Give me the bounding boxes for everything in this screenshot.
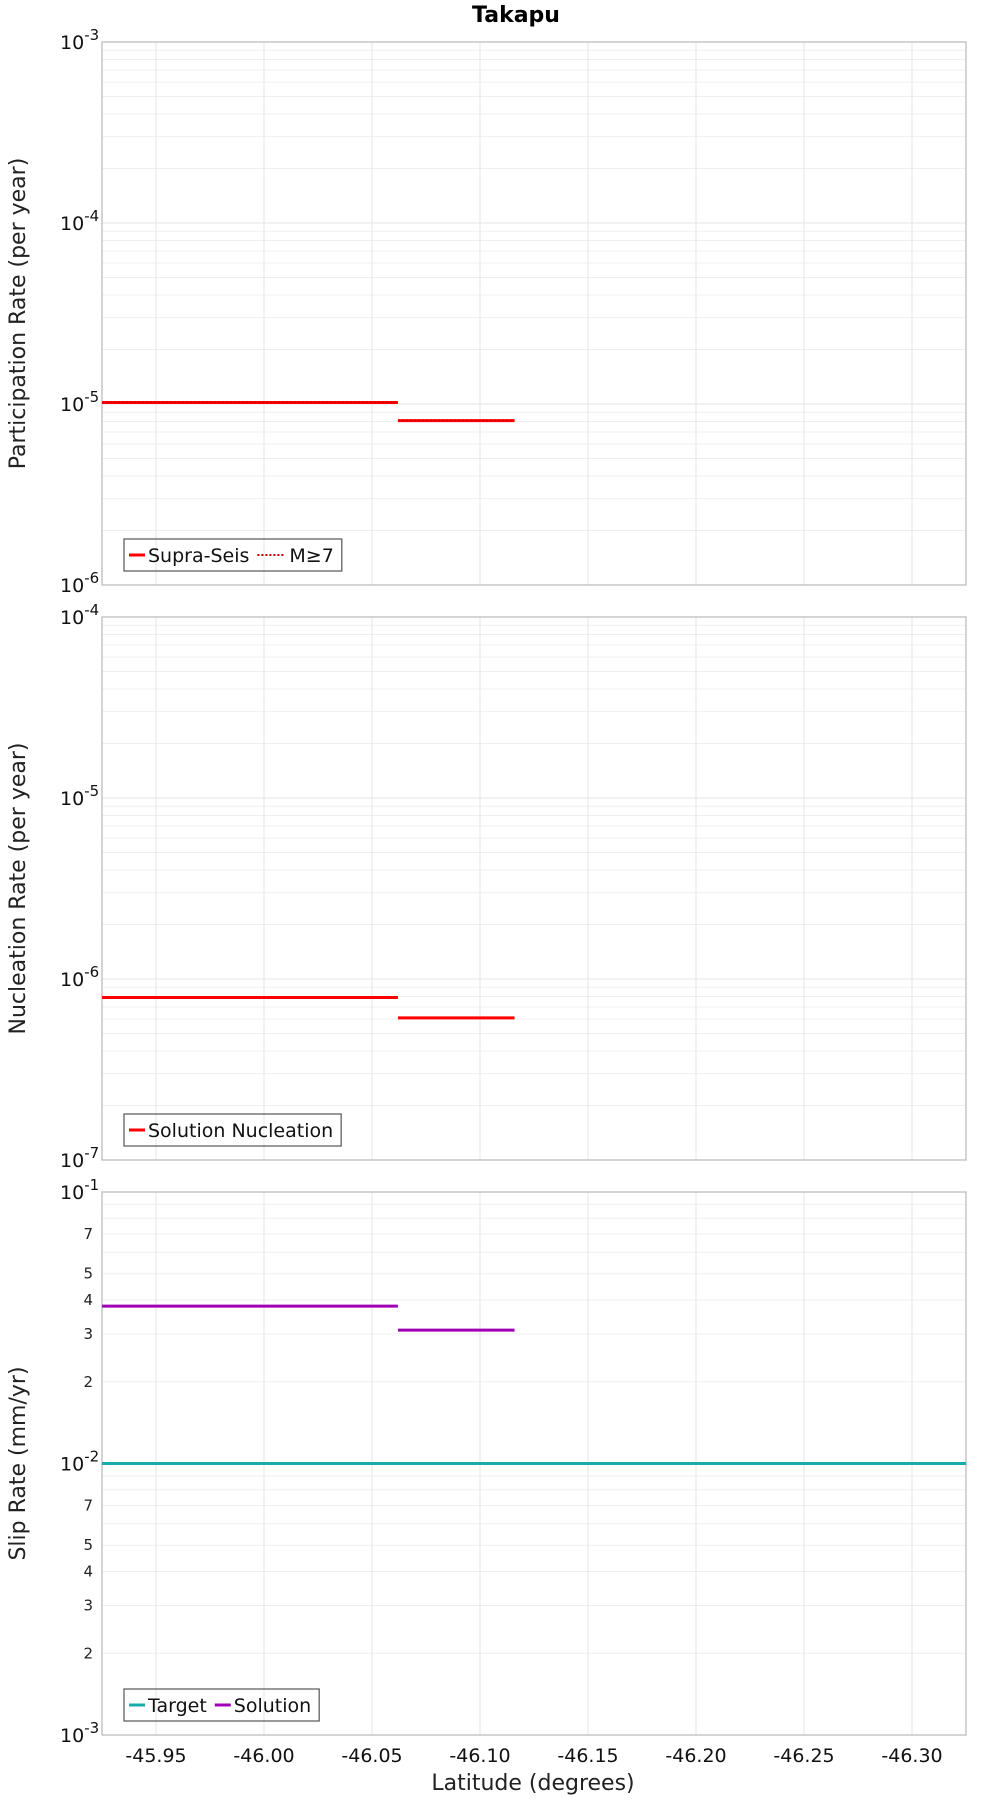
y-axis-title: Slip Rate (mm/yr) bbox=[6, 1366, 31, 1560]
legend-label: Solution Nucleation bbox=[148, 1120, 333, 1142]
y-axis-title: Nucleation Rate (per year) bbox=[6, 743, 31, 1035]
y-tick-label: 10-3 bbox=[60, 1719, 99, 1747]
y-tick-label: 10-5 bbox=[60, 388, 99, 416]
x-tick-label: -45.95 bbox=[125, 1745, 186, 1767]
legend-label: Solution bbox=[234, 1695, 311, 1717]
y-tick-label: 10-6 bbox=[60, 569, 99, 597]
chart-panels: 10-3 10-4 10-5 10-6 Participation Rate (per … bbox=[6, 26, 967, 1767]
y-minor-tick-label: 5 bbox=[83, 1536, 93, 1554]
x-tick-label: -46.10 bbox=[449, 1745, 510, 1767]
y-tick-label: 10-5 bbox=[60, 782, 99, 810]
y-minor-tick-label: 4 bbox=[83, 1291, 93, 1309]
legend-label: M≥7 bbox=[289, 545, 333, 567]
y-tick-label: 10-2 bbox=[60, 1448, 99, 1476]
panel-3: 10-1 10-2 10-3 7 5 4 3 2 7 5 4 3 2 Slip Rate (mm/yr) T… bbox=[6, 1176, 967, 1767]
x-tick-label: -46.05 bbox=[341, 1745, 402, 1767]
y-tick-label: 10-3 bbox=[60, 26, 99, 54]
legend-box bbox=[123, 1688, 320, 1722]
y-tick-label: 10-6 bbox=[60, 963, 99, 991]
legend-label: Supra-Seis bbox=[148, 545, 249, 567]
plot-frame bbox=[101, 41, 967, 586]
chart-title: Takapu bbox=[472, 3, 560, 28]
y-axis-title: Participation Rate (per year) bbox=[6, 158, 31, 470]
x-axis-title: Latitude (degrees) bbox=[431, 1771, 634, 1796]
y-minor-tick-label: 3 bbox=[83, 1596, 93, 1614]
y-minor-tick-label: 3 bbox=[83, 1325, 93, 1343]
panel-2: 10-4 10-5 10-6 10-7 Nucleation Rate (per yea… bbox=[6, 601, 967, 1172]
y-tick-label: 10-1 bbox=[60, 1176, 99, 1204]
x-tick-label: -46.20 bbox=[665, 1745, 726, 1767]
x-tick-label: -46.00 bbox=[233, 1745, 294, 1767]
y-minor-tick-label: 5 bbox=[83, 1265, 93, 1283]
y-tick-label: 10-4 bbox=[60, 207, 99, 235]
y-minor-tick-label: 7 bbox=[83, 1225, 93, 1243]
legend: Supra-Seis M≥7 bbox=[123, 538, 343, 572]
y-minor-tick-label: 2 bbox=[83, 1373, 93, 1391]
x-tick-label: -46.25 bbox=[773, 1745, 834, 1767]
y-tick-label: 10-7 bbox=[60, 1144, 99, 1172]
y-minor-tick-label: 7 bbox=[83, 1497, 93, 1515]
legend: Solution Nucleation bbox=[123, 1113, 342, 1147]
y-tick-label: 10-4 bbox=[60, 601, 99, 629]
x-tick-label: -46.30 bbox=[881, 1745, 942, 1767]
legend-label: Target bbox=[147, 1695, 207, 1717]
legend-box bbox=[123, 1113, 342, 1147]
plot-frame bbox=[101, 616, 967, 1161]
x-tick-label: -46.15 bbox=[557, 1745, 618, 1767]
legend-box bbox=[123, 538, 343, 572]
y-minor-tick-label: 4 bbox=[83, 1563, 93, 1581]
y-minor-tick-label: 2 bbox=[83, 1644, 93, 1662]
panel-1: 10-3 10-4 10-5 10-6 Participation Rate (per … bbox=[6, 26, 967, 597]
legend: Target Solution bbox=[123, 1688, 320, 1722]
